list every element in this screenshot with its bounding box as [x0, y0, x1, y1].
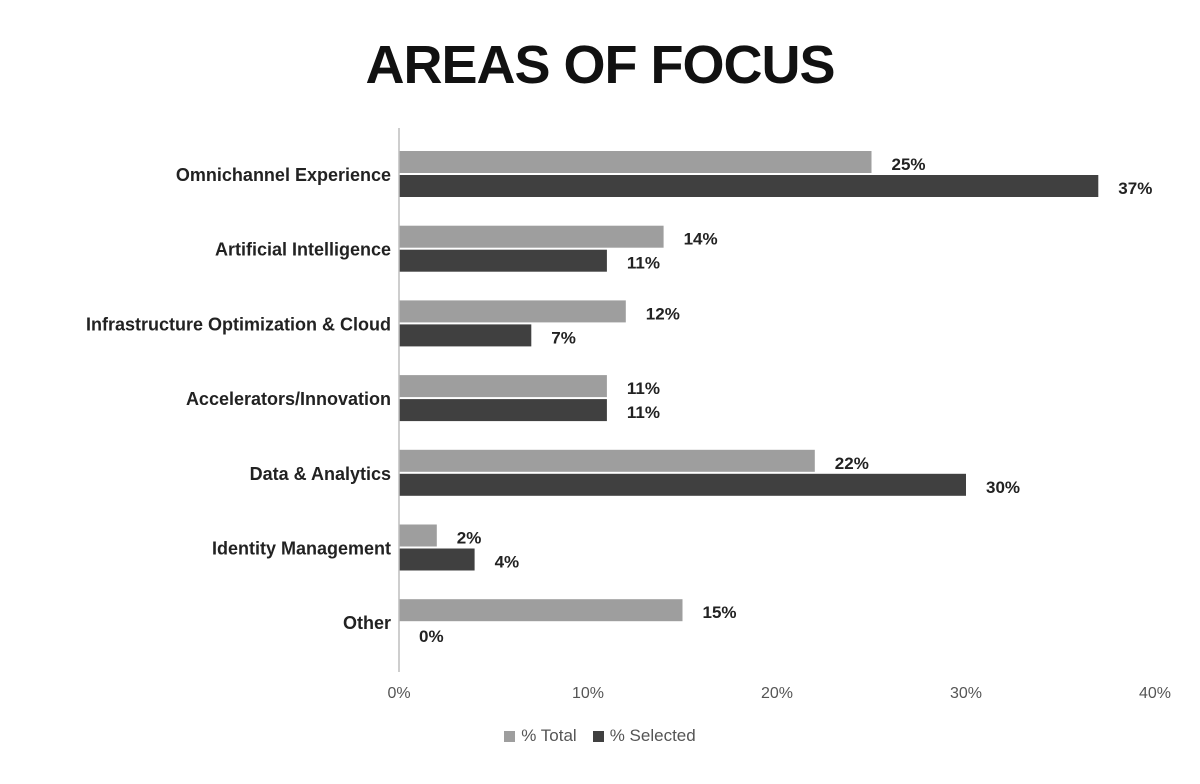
data-label-selected-identity-management: 4% — [495, 553, 520, 572]
category-label-artificial-intelligence: Artificial Intelligence — [215, 240, 391, 260]
category-label-omnichannel-experience: Omnichannel Experience — [176, 165, 391, 185]
data-label-total-other: 15% — [703, 603, 737, 622]
category-label-infrastructure-optimization-cloud: Infrastructure Optimization & Cloud — [86, 314, 391, 334]
bar-selected-data-analytics — [399, 473, 966, 496]
category-label-data-analytics: Data & Analytics — [250, 464, 391, 484]
bar-total-identity-management — [399, 524, 437, 547]
category-label-identity-management: Identity Management — [212, 539, 391, 559]
bar-total-accelerators-innovation — [399, 375, 607, 398]
bar-total-infrastructure-optimization-cloud — [399, 300, 626, 323]
bar-total-omnichannel-experience — [399, 151, 872, 173]
data-label-selected-other: 0% — [419, 627, 444, 646]
data-label-total-omnichannel-experience: 25% — [892, 155, 926, 174]
legend-swatch-total — [504, 730, 516, 742]
data-label-total-artificial-intelligence: 14% — [684, 230, 718, 249]
x-tick-label: 0% — [387, 685, 410, 702]
data-label-total-identity-management: 2% — [457, 529, 482, 548]
chart-legend: % Total % Selected — [0, 726, 1200, 746]
bar-selected-artificial-intelligence — [399, 249, 607, 272]
bar-selected-omnichannel-experience — [399, 175, 1099, 197]
legend-item-selected: % Selected — [592, 726, 696, 746]
legend-item-total: % Total — [504, 726, 577, 746]
bar-selected-accelerators-innovation — [399, 399, 607, 422]
bar-total-artificial-intelligence — [399, 225, 664, 248]
bar-total-data-analytics — [399, 449, 815, 472]
bar-total-other — [399, 599, 683, 622]
legend-swatch-selected — [592, 730, 604, 742]
category-label-accelerators-innovation: Accelerators/Innovation — [186, 389, 391, 409]
x-tick-label: 10% — [572, 685, 604, 702]
data-label-total-infrastructure-optimization-cloud: 12% — [646, 304, 680, 323]
x-tick-label: 20% — [761, 685, 793, 702]
x-tick-label: 30% — [950, 685, 982, 702]
bar-selected-identity-management — [399, 548, 475, 571]
category-label-other: Other — [343, 613, 391, 633]
legend-label-selected: % Selected — [609, 726, 696, 745]
data-label-selected-artificial-intelligence: 11% — [627, 254, 660, 273]
bar-selected-infrastructure-optimization-cloud — [399, 324, 532, 347]
data-label-selected-accelerators-innovation: 11% — [627, 403, 660, 422]
data-label-selected-infrastructure-optimization-cloud: 7% — [551, 328, 576, 347]
data-label-selected-omnichannel-experience: 37% — [1118, 179, 1152, 198]
chart-title: AREAS OF FOCUS — [365, 35, 835, 95]
x-tick-label: 40% — [1139, 685, 1171, 702]
legend-label-total: % Total — [521, 726, 577, 745]
data-label-total-data-analytics: 22% — [835, 454, 869, 473]
data-label-total-accelerators-innovation: 11% — [627, 379, 660, 398]
data-label-selected-data-analytics: 30% — [986, 478, 1020, 497]
